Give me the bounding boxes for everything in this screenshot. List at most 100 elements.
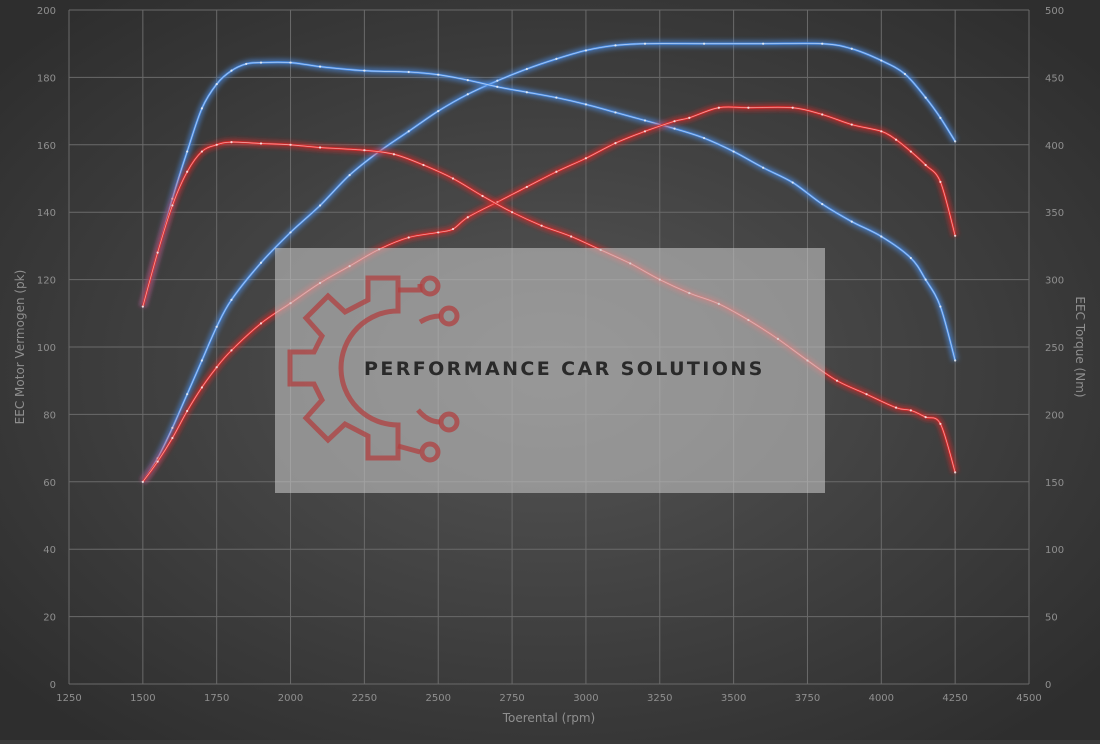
y-left-tick-label: 200 <box>37 6 56 17</box>
data-point <box>466 216 469 219</box>
data-point <box>791 181 794 184</box>
data-point <box>186 170 189 173</box>
data-point <box>200 150 204 153</box>
y-left-tick-label: 160 <box>37 141 56 152</box>
data-point <box>437 231 440 234</box>
x-tick-label: 2000 <box>278 693 303 704</box>
data-point <box>259 142 263 145</box>
y-right-tick-label: 150 <box>1045 478 1064 489</box>
data-point <box>909 256 912 260</box>
data-point <box>156 251 159 254</box>
data-point <box>318 146 322 149</box>
data-point <box>525 185 528 189</box>
y-left-tick-label: 80 <box>43 410 56 421</box>
data-point <box>407 236 410 239</box>
data-point <box>481 194 484 198</box>
data-point <box>821 203 824 206</box>
data-point <box>200 107 204 110</box>
data-point <box>348 174 351 177</box>
data-point <box>289 231 292 234</box>
data-point <box>791 106 794 109</box>
data-point <box>954 234 957 237</box>
data-point <box>903 72 907 76</box>
y-left-tick-label: 100 <box>37 343 56 354</box>
data-point <box>702 42 706 45</box>
data-point <box>496 79 499 82</box>
data-point <box>939 180 942 183</box>
data-point <box>614 111 617 114</box>
data-point <box>614 142 617 145</box>
data-point <box>570 235 573 238</box>
y-left-tick-label: 20 <box>43 613 56 624</box>
series-0-left <box>139 39 959 484</box>
y-right-tick-label: 300 <box>1045 276 1064 287</box>
data-point <box>540 224 543 227</box>
data-point <box>215 366 218 369</box>
data-point <box>702 136 706 140</box>
x-tick-label: 4250 <box>942 693 967 704</box>
x-tick-label: 4500 <box>1016 693 1041 704</box>
data-point <box>555 96 558 99</box>
data-point <box>939 305 942 308</box>
data-point <box>392 153 396 156</box>
data-point <box>894 406 898 409</box>
data-point <box>555 170 558 173</box>
data-point <box>880 235 883 238</box>
y-left-tick-label: 0 <box>50 680 56 691</box>
data-point <box>289 61 292 64</box>
data-point <box>215 325 218 328</box>
data-point <box>909 150 912 153</box>
watermark-text: PERFORMANCE CAR SOLUTIONS <box>364 358 765 380</box>
data-point <box>200 386 204 389</box>
data-point <box>186 393 189 396</box>
y-axis-left-title: EEC Motor Vermogen (pk) <box>13 270 27 425</box>
data-point <box>939 422 942 425</box>
data-point <box>466 78 469 82</box>
data-point <box>215 83 218 86</box>
data-point <box>289 143 292 146</box>
x-tick-label: 2750 <box>499 693 524 704</box>
data-point <box>245 62 248 66</box>
y-right-tick-label: 350 <box>1045 208 1064 219</box>
data-point <box>555 57 558 60</box>
series-2-left <box>139 103 959 484</box>
data-point <box>141 305 144 308</box>
y-right-tick-label: 500 <box>1045 6 1064 17</box>
data-point <box>894 138 898 141</box>
data-point <box>909 409 912 412</box>
data-point <box>318 65 322 68</box>
data-point <box>821 42 824 45</box>
y-left-tick-label: 60 <box>43 478 56 489</box>
data-point <box>835 379 839 382</box>
data-point <box>584 49 588 52</box>
data-point <box>466 93 469 96</box>
x-tick-label: 2500 <box>426 693 451 704</box>
y-right-tick-label: 450 <box>1045 73 1064 84</box>
data-point <box>673 127 676 130</box>
data-point <box>437 73 440 76</box>
x-tick-label: 2250 <box>352 693 377 704</box>
x-tick-label: 3000 <box>573 693 598 704</box>
watermark: PERFORMANCE CAR SOLUTIONS <box>275 248 825 493</box>
data-point <box>762 42 765 45</box>
data-point <box>422 163 425 167</box>
x-tick-label: 1750 <box>204 693 229 704</box>
data-point <box>762 166 765 169</box>
data-point <box>200 359 204 362</box>
data-point <box>156 460 159 463</box>
data-point <box>584 157 588 160</box>
data-point <box>643 42 647 45</box>
data-point <box>437 110 440 113</box>
y-left-tick-label: 40 <box>43 545 56 556</box>
y-axis-right-title: EEC Torque (Nm) <box>1073 296 1087 397</box>
data-point <box>865 393 868 396</box>
y-left-tick-label: 180 <box>37 73 56 84</box>
data-point <box>363 149 366 152</box>
data-point <box>732 150 735 153</box>
x-tick-label: 4000 <box>869 693 894 704</box>
data-point <box>821 113 824 116</box>
data-point <box>924 96 927 99</box>
data-point <box>259 61 263 64</box>
data-point <box>880 59 883 62</box>
data-point <box>186 409 189 413</box>
